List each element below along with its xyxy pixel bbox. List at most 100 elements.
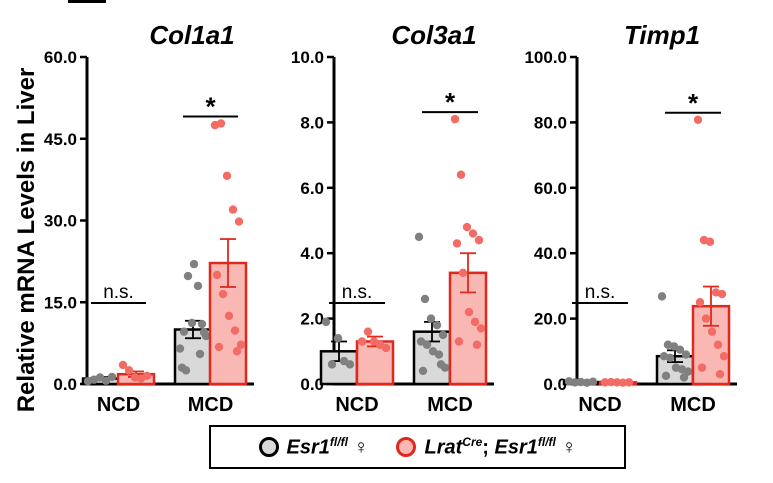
legend-item-ko: LratCre; Esr1fl/fl ♀ bbox=[396, 435, 576, 460]
y-tick-label: 0.0 bbox=[53, 375, 77, 394]
data-point bbox=[476, 324, 486, 333]
data-point bbox=[470, 317, 480, 327]
legend-ko-sep: ; bbox=[482, 436, 495, 459]
data-point bbox=[600, 378, 610, 387]
data-point bbox=[701, 314, 711, 323]
x-tick-label: MCD bbox=[188, 394, 234, 416]
data-point bbox=[420, 294, 430, 304]
panel-timp1: Timp1 0.0 20.0 40.0 60.0 80.0 100.0 NCD MCD n.s. * bbox=[524, 20, 737, 416]
data-point bbox=[452, 239, 462, 248]
y-axis-label: Relative mRNA Levels in Liver bbox=[13, 68, 40, 413]
data-point bbox=[462, 222, 472, 232]
x-tick-label: MCD bbox=[427, 394, 473, 416]
data-point bbox=[683, 367, 693, 376]
data-point bbox=[357, 337, 367, 346]
data-point bbox=[697, 363, 707, 372]
data-point bbox=[212, 270, 222, 280]
data-point bbox=[183, 271, 193, 281]
data-point bbox=[321, 317, 331, 327]
x-tick-label: MCD bbox=[670, 394, 716, 416]
chart-title: Col1a1 bbox=[149, 20, 234, 50]
data-point bbox=[468, 229, 478, 238]
significance-label: n.s. bbox=[103, 282, 134, 303]
data-point bbox=[606, 377, 616, 387]
significance-label: * bbox=[205, 91, 216, 121]
y-tick-label: 45.0 bbox=[44, 130, 77, 149]
significance-label: n.s. bbox=[342, 282, 373, 303]
x-tick-label: NCD bbox=[97, 394, 140, 416]
y-tick-label: 60.0 bbox=[534, 179, 567, 198]
chart-title: Timp1 bbox=[624, 20, 700, 50]
data-point bbox=[705, 237, 715, 246]
data-point bbox=[363, 327, 373, 336]
legend-control-sup: fl/fl bbox=[329, 434, 348, 449]
data-point bbox=[422, 340, 432, 349]
data-point bbox=[456, 170, 466, 179]
data-point bbox=[693, 115, 703, 124]
legend-label-ko: LratCre; Esr1fl/fl ♀ bbox=[424, 435, 576, 460]
data-point bbox=[201, 331, 211, 341]
y-tick-label: 20.0 bbox=[534, 310, 567, 329]
data-point bbox=[228, 205, 238, 214]
data-point bbox=[230, 326, 240, 335]
data-point bbox=[179, 327, 189, 336]
data-point bbox=[414, 232, 424, 242]
y-tick-label: 0.0 bbox=[543, 375, 567, 394]
y-tick-label: 30.0 bbox=[44, 212, 77, 231]
data-point bbox=[426, 314, 436, 323]
data-point bbox=[474, 235, 484, 245]
data-point bbox=[432, 320, 442, 330]
data-point bbox=[570, 378, 580, 387]
panel-col3a1: Col3a1 0.0 2.0 4.0 6.0 8.0 10.0 NCD MCD n.s. * bbox=[291, 20, 494, 416]
data-point bbox=[713, 340, 723, 349]
data-point bbox=[450, 114, 460, 124]
data-point bbox=[707, 327, 717, 336]
legend-ko-prefix: Lrat bbox=[424, 436, 463, 459]
legend-swatch-control bbox=[258, 437, 279, 457]
x-tick-label: NCD bbox=[335, 394, 378, 416]
data-point bbox=[175, 344, 185, 353]
data-point bbox=[234, 217, 244, 226]
data-point bbox=[681, 350, 691, 359]
data-point bbox=[142, 371, 152, 381]
y-tick-label: 8.0 bbox=[300, 113, 324, 132]
data-point bbox=[695, 298, 705, 307]
legend-ko-sex: ♀ bbox=[561, 436, 577, 459]
y-tick-label: 15.0 bbox=[44, 293, 77, 312]
data-point bbox=[345, 360, 355, 369]
data-point bbox=[624, 378, 634, 387]
data-point bbox=[327, 360, 337, 369]
data-point bbox=[197, 319, 207, 329]
data-point bbox=[107, 372, 117, 382]
data-point bbox=[715, 369, 725, 379]
data-point bbox=[661, 371, 671, 381]
y-tick-label: 80.0 bbox=[534, 113, 567, 132]
y-tick-label: 2.0 bbox=[300, 310, 324, 329]
legend-ko-prefix-sup: Cre bbox=[462, 434, 483, 449]
data-point bbox=[438, 330, 448, 340]
y-tick-label: 100.0 bbox=[524, 48, 567, 67]
significance-label: * bbox=[688, 88, 699, 118]
y-tick-label: 40.0 bbox=[534, 244, 567, 263]
data-point bbox=[719, 352, 729, 361]
data-point bbox=[222, 171, 232, 181]
legend: Esr1fl/fl ♀ LratCre; Esr1fl/fl ♀ bbox=[209, 425, 626, 469]
data-point bbox=[118, 360, 128, 370]
data-point bbox=[224, 311, 234, 321]
data-point bbox=[177, 363, 187, 372]
data-point bbox=[101, 376, 111, 385]
legend-swatch-ko bbox=[396, 437, 417, 457]
data-point bbox=[189, 259, 199, 269]
x-tick-label: NCD bbox=[578, 394, 621, 416]
data-point bbox=[232, 347, 242, 356]
legend-ko-gene: Esr1 bbox=[494, 436, 538, 459]
data-point bbox=[436, 360, 446, 369]
legend-item-control: Esr1fl/fl ♀ bbox=[258, 434, 368, 460]
data-point bbox=[657, 292, 667, 301]
data-point bbox=[434, 350, 444, 359]
data-point bbox=[218, 289, 228, 299]
data-point bbox=[717, 289, 727, 299]
data-point bbox=[458, 268, 468, 278]
chart-title: Col3a1 bbox=[391, 20, 476, 50]
